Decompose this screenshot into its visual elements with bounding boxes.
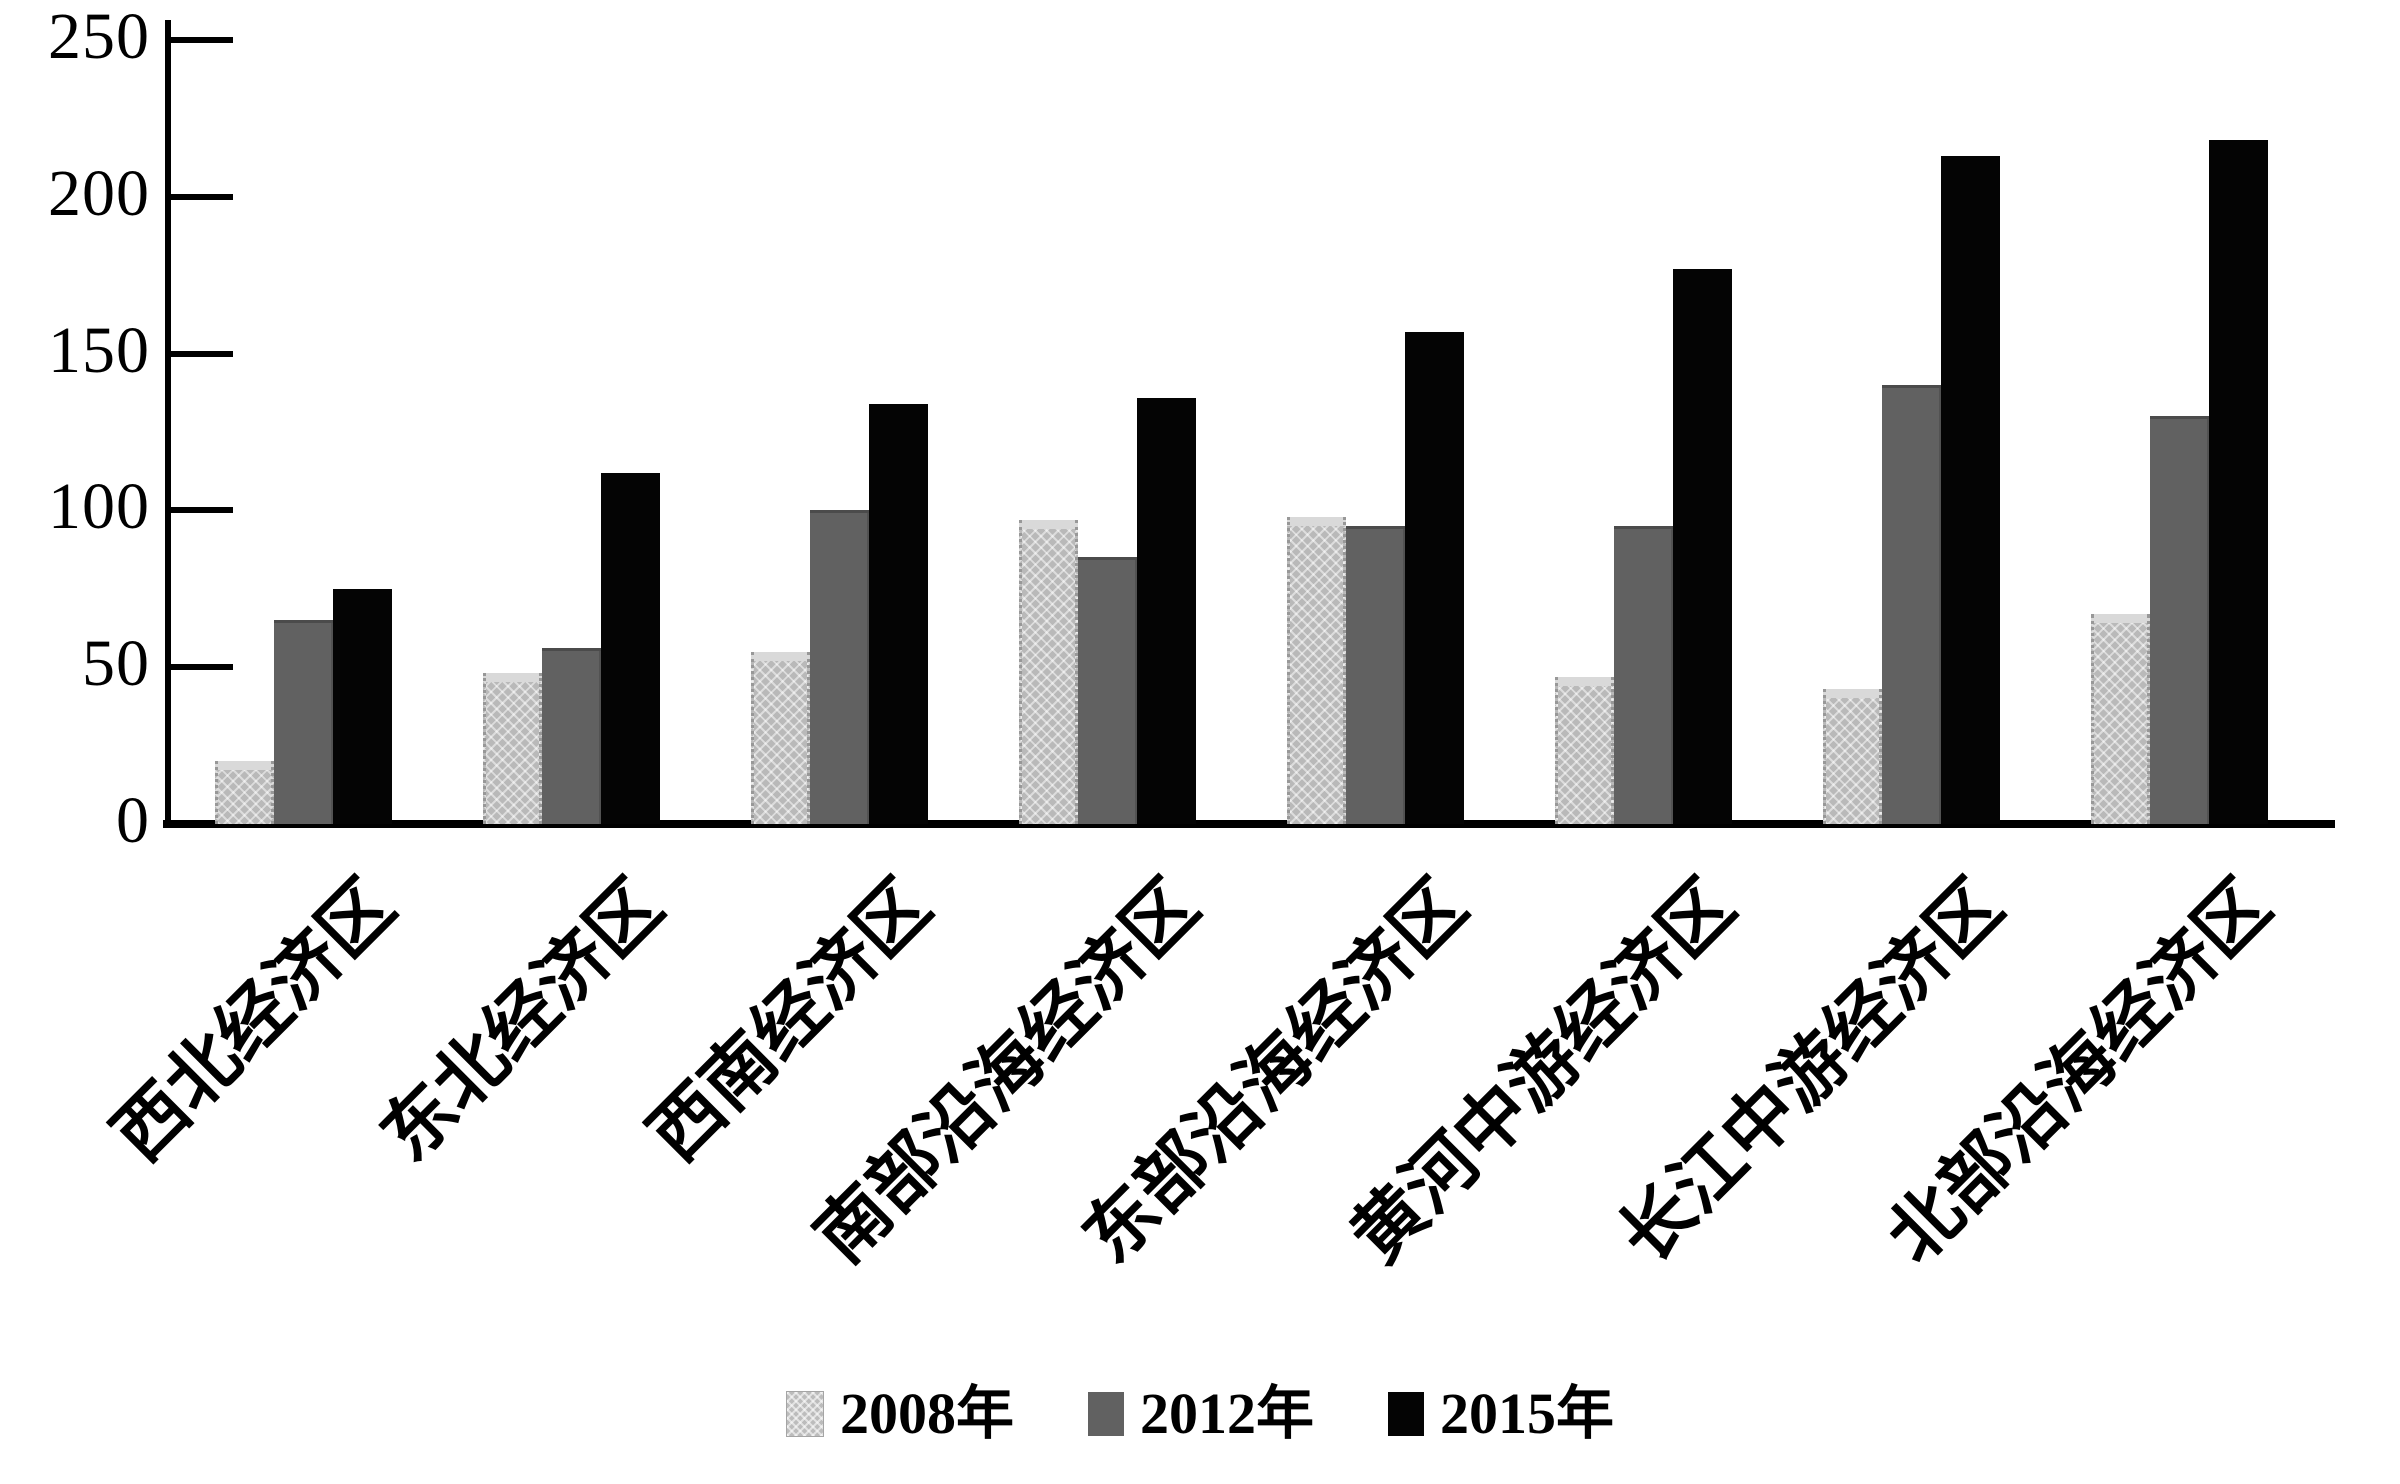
bar-2015年-长江中游经济区 — [1941, 156, 2000, 824]
bar-2008年-黄河中游经济区 — [1555, 677, 1614, 824]
bar-2012年-南部沿海经济区 — [1078, 557, 1137, 824]
bar-2015年-西南经济区 — [869, 404, 928, 824]
legend-label: 2008年 — [839, 1381, 1014, 1446]
y-tick-label-0: 0 — [116, 784, 150, 857]
y-tick-250 — [171, 37, 233, 43]
x-category-label-text: 东北经济区 — [366, 865, 678, 1177]
bar-2008年-长江中游经济区 — [1823, 689, 1882, 824]
legend-swatch-icon — [785, 1391, 824, 1437]
y-tick-50 — [171, 664, 233, 671]
bar-2012年-黄河中游经济区 — [1614, 526, 1673, 824]
legend-label: 2015年 — [1440, 1381, 1615, 1446]
bar-2012年-西北经济区 — [274, 620, 333, 824]
bar-2015年-东部沿海经济区 — [1405, 332, 1464, 824]
legend: 2008年 2012年 2015年 — [0, 1382, 2400, 1446]
legend-label: 2012年 — [1139, 1381, 1314, 1446]
bar-2012年-长江中游经济区 — [1882, 385, 1941, 824]
bar-2015年-东北经济区 — [601, 473, 660, 824]
x-axis-line — [163, 820, 2335, 828]
y-tick-label-100: 100 — [48, 470, 150, 544]
legend-item-2012年: 2012年 — [1087, 1381, 1314, 1446]
y-tick-label-200: 200 — [48, 156, 150, 230]
bar-2012年-西南经济区 — [810, 510, 869, 824]
bar-2008年-东北经济区 — [483, 673, 542, 824]
bar-2015年-黄河中游经济区 — [1673, 269, 1732, 824]
bar-2008年-北部沿海经济区 — [2091, 614, 2150, 824]
y-tick-100 — [171, 507, 233, 514]
y-tick-200 — [171, 193, 233, 200]
legend-item-2015年: 2015年 — [1388, 1382, 1614, 1446]
y-tick-label-150: 150 — [48, 313, 150, 387]
bar-2012年-东部沿海经济区 — [1346, 526, 1405, 824]
bar-2015年-南部沿海经济区 — [1137, 398, 1196, 824]
y-tick-label-250: 250 — [48, 0, 150, 73]
bar-2012年-东北经济区 — [542, 648, 601, 824]
y-axis-line — [165, 20, 171, 828]
x-category-label-text: 西北经济区 — [98, 865, 410, 1177]
legend-item-2008年: 2008年 — [785, 1381, 1014, 1446]
legend-swatch-icon — [1087, 1392, 1124, 1436]
y-tick-150 — [171, 350, 233, 357]
bar-2008年-东部沿海经济区 — [1287, 517, 1346, 824]
legend-swatch-icon — [1388, 1392, 1424, 1436]
bar-2008年-西北经济区 — [215, 761, 274, 824]
bar-2008年-南部沿海经济区 — [1019, 520, 1078, 824]
bar-2008年-西南经济区 — [751, 652, 810, 824]
bar-2015年-北部沿海经济区 — [2209, 140, 2268, 824]
bar-2012年-北部沿海经济区 — [2150, 416, 2209, 824]
y-tick-label-50: 50 — [82, 627, 150, 701]
bar-2015年-西北经济区 — [333, 589, 392, 824]
